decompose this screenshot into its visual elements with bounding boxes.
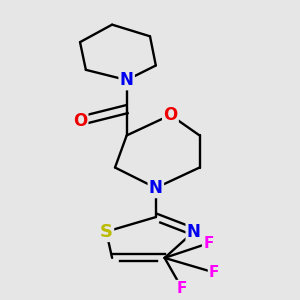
Text: F: F <box>177 281 187 296</box>
Text: F: F <box>203 236 214 251</box>
Text: N: N <box>187 223 201 241</box>
Text: O: O <box>73 112 87 130</box>
Text: O: O <box>163 106 178 124</box>
Text: N: N <box>149 179 163 197</box>
Text: S: S <box>100 223 113 241</box>
Text: N: N <box>120 71 134 89</box>
Text: F: F <box>209 265 219 280</box>
